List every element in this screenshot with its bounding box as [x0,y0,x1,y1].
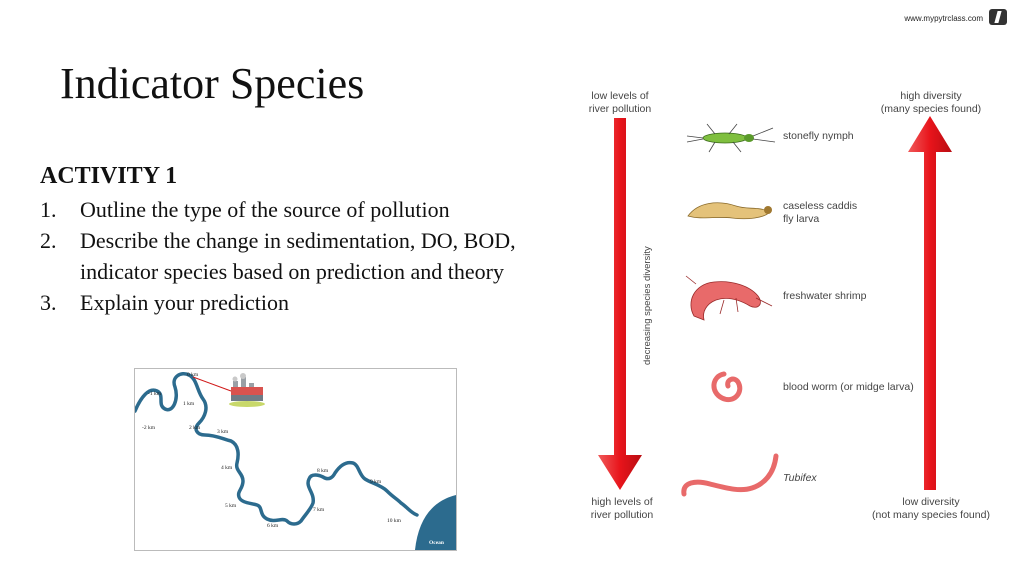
axis-label: decreasing species diversity [642,246,653,365]
map-label-3km: 3 km [217,429,229,435]
indicator-species-diagram: low levels of river pollution high level… [580,80,1000,530]
factory-icon [229,373,265,407]
task-number: 3. [40,290,57,315]
blood-worm-icon [711,371,743,402]
map-label-minus1km: -1 km [148,391,162,397]
species-label: freshwater shrimp [783,290,866,303]
low-diversity-label: low diversity (not many species found) [866,496,996,522]
river-map: 0 km -1 km 1 km -2 km 2 km 3 km 4 km 5 k… [134,368,457,551]
down-arrow [598,118,642,490]
logo-icon [989,9,1007,25]
map-label-8km: 8 km [317,468,329,474]
task-item: 2. Describe the change in sedimentation, … [40,225,560,287]
task-number: 1. [40,197,57,222]
species-label: caseless caddis fly larva [783,200,857,226]
map-label-0km: 0 km [187,372,199,378]
species-name-line: freshwater shrimp [783,290,867,302]
species-name-line: caseless caddis [783,200,858,212]
high-pollution-label: high levels of river pollution [580,496,664,522]
map-label-7km: 7 km [313,507,325,513]
label-line: low levels of [591,90,649,102]
activity-heading: ACTIVITY 1 [40,163,178,189]
task-item: 1. Outline the type of the source of poll… [40,194,560,225]
stonefly-icon [686,123,776,153]
map-label-1km: 1 km [183,401,195,407]
map-label-ocean: Ocean [429,540,444,546]
river-path [135,372,419,526]
map-label-10km: 10 km [387,518,402,524]
label-line: (many species found) [880,103,982,115]
species-name-line: Tubifex [783,472,817,484]
ocean-shape [415,495,456,550]
low-pollution-label: low levels of river pollution [580,90,660,116]
up-arrow [908,116,952,490]
map-label-minus2km: -2 km [142,425,156,431]
species-name-line: stonefly nymph [783,130,854,142]
website-watermark: www.mypytrclass.com [904,14,983,23]
task-text: Explain your prediction [80,290,289,315]
map-label-2km: 2 km [189,425,201,431]
task-item: 3. Explain your prediction [40,287,560,318]
slide-title: Indicator Species [60,59,365,108]
task-list: 1. Outline the type of the source of poll… [40,194,560,318]
label-line: low diversity [902,496,960,508]
map-label-5km: 5 km [225,503,237,509]
map-label-9km: 9 km [370,479,382,485]
high-diversity-label: high diversity (many species found) [866,90,996,116]
species-label: blood worm (or midge larva) [783,381,914,394]
map-label-4km: 4 km [221,465,233,471]
species-name-line: blood worm (or midge larva) [783,381,914,393]
caddis-larva-icon [687,202,772,220]
label-line: high diversity [900,90,962,102]
task-text: Describe the change in sedimentation, DO… [80,228,516,284]
map-label-6km: 6 km [267,523,279,529]
species-label: stonefly nymph [783,130,854,143]
shrimp-icon [685,275,773,321]
indicator-arrows: decreasing species diversity [598,116,952,497]
tubifex-icon [681,453,779,497]
task-text: Outline the type of the source of pollut… [80,197,450,222]
label-line: river pollution [588,103,652,115]
species-label: Tubifex [783,472,817,485]
label-line: (not many species found) [872,509,990,521]
label-line: high levels of [591,496,653,508]
factory-pointer-line [192,376,232,392]
label-line: river pollution [590,509,654,521]
task-number: 2. [40,228,57,253]
species-name-line: fly larva [783,213,820,225]
